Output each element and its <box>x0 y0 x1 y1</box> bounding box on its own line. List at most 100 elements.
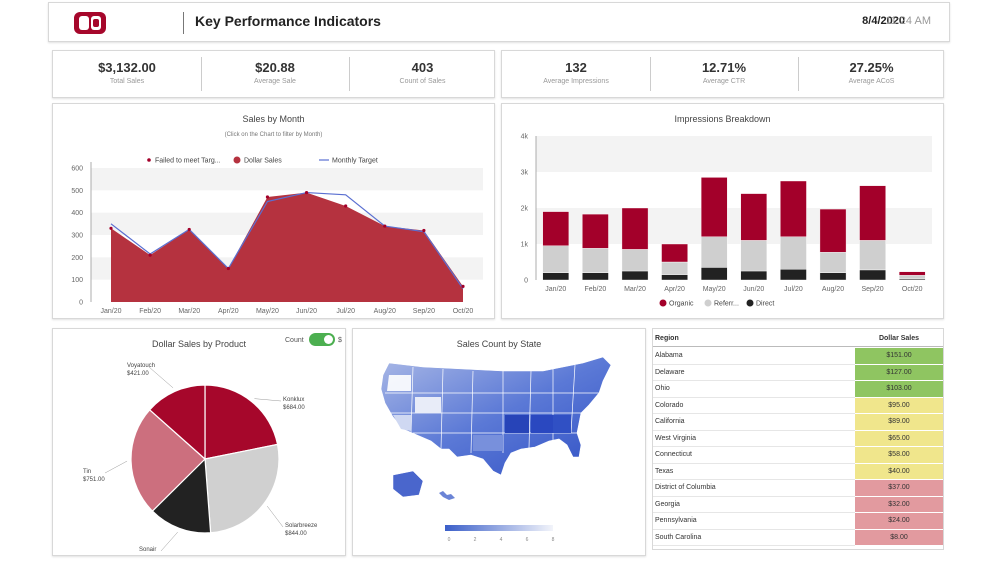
bar-segment[interactable] <box>859 240 886 271</box>
row-divider <box>653 363 855 365</box>
count-dollar-toggle[interactable] <box>309 333 335 346</box>
bar-segment[interactable] <box>819 252 847 273</box>
alaska-shape[interactable] <box>392 470 424 498</box>
product-pie-chart[interactable]: Konklux $684.00 Solarbreeze $844.00 Sonair $4… <box>53 353 345 553</box>
legend-monthly-target[interactable]: Monthly Target <box>332 158 378 165</box>
kpi-count-of-sales[interactable]: 403 Count of Sales <box>349 51 496 97</box>
pie-slice[interactable] <box>151 457 212 534</box>
bar-segment[interactable] <box>898 275 926 280</box>
table-row[interactable]: Georgia $32.00 <box>653 496 943 513</box>
state-map-panel[interactable]: Sales Count by State <box>352 328 646 556</box>
table-row[interactable]: California $89.00 <box>653 414 943 431</box>
product-panel[interactable]: Dollar Sales by Product Count $ Konklux $… <box>52 328 346 556</box>
pie-slice[interactable] <box>130 409 206 512</box>
data-point[interactable] <box>148 253 152 257</box>
region-cell: Georgia <box>655 500 680 508</box>
bar-segment[interactable] <box>621 270 649 281</box>
legend-failed-to-meet-target[interactable]: Failed to meet Targ... <box>155 158 221 165</box>
sales-by-month-panel[interactable]: Sales by Month (Click on the Chart to fi… <box>52 103 495 319</box>
header-region[interactable]: Region <box>655 335 679 342</box>
data-point[interactable] <box>109 226 113 230</box>
pie-value-label: $421.00 <box>127 371 149 377</box>
dollar-sales-area[interactable] <box>111 192 463 302</box>
legend-tick: 8 <box>552 537 555 543</box>
kpi-total-sales[interactable]: $3,132.00 Total Sales <box>53 51 201 97</box>
bar-segment[interactable] <box>661 243 688 263</box>
data-point[interactable] <box>187 227 191 232</box>
legend-label[interactable]: Organic <box>669 301 694 308</box>
kpi-average-ctr[interactable]: 12.71% Average CTR <box>650 51 798 97</box>
dollar-sales-cell: $95.00 <box>855 397 943 413</box>
legend-dollar-sales[interactable]: Dollar Sales <box>244 158 282 165</box>
data-point[interactable] <box>461 284 465 288</box>
chart-title: Sales Count by State <box>456 339 542 349</box>
bar-segment[interactable] <box>780 180 807 237</box>
bar-segment[interactable] <box>661 261 688 275</box>
bar-segment[interactable] <box>898 271 926 276</box>
kpi-value: 12.71% <box>701 60 747 75</box>
pie-slice[interactable] <box>204 384 279 460</box>
bar-segment[interactable] <box>780 236 807 270</box>
bar-segment[interactable] <box>819 208 847 253</box>
bar-segment[interactable] <box>700 267 728 281</box>
sales-by-month-chart[interactable]: 0 100 200 300 400 500 600 Jan/20 Feb/20 Mar/20 Apr… <box>53 128 494 318</box>
bar-segment[interactable] <box>582 213 609 249</box>
bar-segment[interactable] <box>740 270 768 281</box>
table-row[interactable]: West Virginia $65.00 <box>653 430 943 447</box>
table-row[interactable]: Alabama $151.00 <box>653 348 943 365</box>
pie-slice[interactable] <box>204 443 280 534</box>
bar-segment[interactable] <box>859 269 886 281</box>
data-point[interactable] <box>304 190 309 195</box>
monthly-target-line[interactable] <box>110 191 464 289</box>
kpi-average-sale[interactable]: $20.88 Average Sale <box>201 51 349 97</box>
bar-segment[interactable] <box>819 272 847 281</box>
impressions-breakdown-chart[interactable]: 0 1k 2k 3k 4k Jan/20 Feb/20 Mar/20 Apr/20 May/20 J… <box>502 128 943 318</box>
data-point[interactable] <box>265 195 270 199</box>
bar-segment[interactable] <box>859 185 886 241</box>
table-row[interactable]: District of Columbia $37.00 <box>653 480 943 497</box>
bar-segment[interactable] <box>582 272 609 281</box>
bar-segment[interactable] <box>621 249 649 272</box>
table-row[interactable]: South Carolina $8.00 <box>653 529 943 546</box>
us-map[interactable] <box>353 353 645 503</box>
bar-segment[interactable] <box>542 211 570 246</box>
bar-segment[interactable] <box>621 207 649 250</box>
bar-segment[interactable] <box>542 245 570 274</box>
data-point[interactable] <box>344 204 348 208</box>
table-row[interactable]: Delaware $127.00 <box>653 364 943 381</box>
bar-segment[interactable] <box>542 272 570 281</box>
legend-label[interactable]: Referr... <box>714 301 739 308</box>
row-divider <box>653 446 855 447</box>
hawaii-shape[interactable] <box>439 491 455 500</box>
bar-segment[interactable] <box>740 193 768 241</box>
us-mainland-shape[interactable] <box>380 356 612 476</box>
pie-slice[interactable] <box>148 384 206 461</box>
bar-segment[interactable] <box>780 268 807 281</box>
row-divider <box>653 462 855 464</box>
bar-segment[interactable] <box>700 236 728 268</box>
table-row[interactable]: Connecticut $58.00 <box>653 447 943 464</box>
legend-label[interactable]: Direct <box>756 301 774 308</box>
brand-logo-icon[interactable] <box>73 11 107 35</box>
state-highlights <box>387 375 571 451</box>
data-point[interactable] <box>226 266 230 271</box>
table-row[interactable]: Pennsylvania $24.00 <box>653 513 943 530</box>
x-tick-label: Sep/20 <box>413 308 435 315</box>
bar-segment[interactable] <box>661 274 688 281</box>
impressions-panel[interactable]: Impressions Breakdown 0 1k 2k 3k 4k Jan/20 Feb… <box>501 103 944 319</box>
table-row[interactable]: Colorado $95.00 <box>653 397 943 414</box>
table-row[interactable]: Ohio $103.00 <box>653 381 943 398</box>
table-row[interactable]: Texas $40.00 <box>653 463 943 480</box>
bar-segment[interactable] <box>582 248 609 273</box>
dollar-sales-cell: $89.00 <box>855 414 943 430</box>
grid-band <box>536 136 932 172</box>
bar-segment[interactable] <box>740 240 768 272</box>
data-point[interactable] <box>422 228 426 233</box>
header-divider <box>183 12 184 34</box>
bar-segment[interactable] <box>700 177 728 238</box>
header-dollar-sales[interactable]: Dollar Sales <box>878 335 920 342</box>
data-point[interactable] <box>383 224 387 228</box>
kpi-average-acos[interactable]: 27.25% Average ACoS <box>798 51 945 97</box>
kpi-average-impressions[interactable]: 132 Average Impressions <box>502 51 650 97</box>
region-cell: Pennsylvania <box>655 517 697 524</box>
